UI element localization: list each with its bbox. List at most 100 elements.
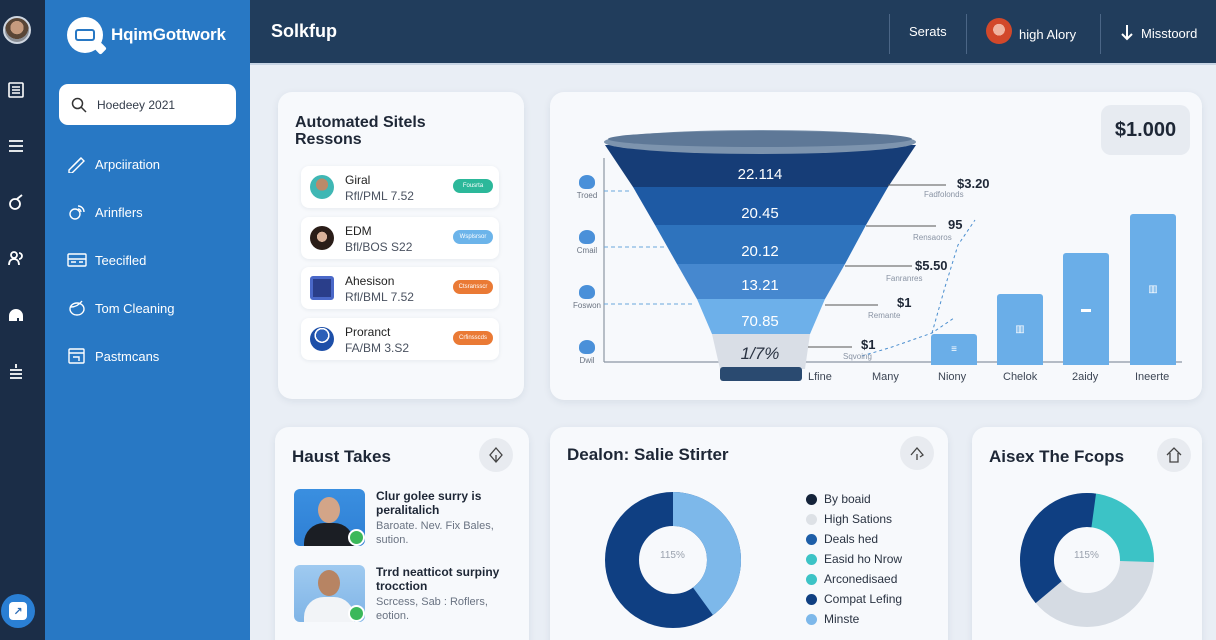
bar-niony[interactable]: ≡ (931, 334, 977, 365)
share-button[interactable] (479, 438, 513, 472)
sidebar-item-arinflers[interactable]: Arinflers (67, 188, 237, 236)
list-item[interactable]: Giral Rfl/PML 7.52 Fousrta (301, 166, 499, 208)
download-icon (1121, 25, 1133, 41)
bar-chelok[interactable]: ▥ (997, 294, 1043, 365)
chart-app-icon: ↗ (9, 602, 27, 620)
card-title: Automated Sitels (295, 114, 426, 131)
home-button[interactable] (1157, 438, 1191, 472)
page-title: Solkfup (271, 21, 337, 41)
row-name: Giral (345, 173, 371, 187)
legend-item[interactable]: Easid ho Nrow (806, 549, 902, 569)
list-item[interactable]: Ahesison Rfl/BML 7.52 Ctsransscr (301, 267, 499, 309)
card-icon (67, 253, 87, 267)
header-user-menu[interactable]: high Alory (986, 18, 1077, 44)
list-icon[interactable] (6, 80, 26, 100)
side-label: Cmail (576, 246, 598, 255)
chart-app-button[interactable]: ↗ (1, 594, 35, 628)
avatar (310, 175, 334, 199)
row-name: Proranct (345, 325, 391, 339)
top-header: Solkfup Serats high Alory Misstoord (250, 0, 1216, 65)
avatar (310, 226, 334, 250)
funnel-card: 22.114 20.45 20.12 13.21 70.85 1/7% Troe… (550, 92, 1202, 400)
user-avatar (986, 18, 1012, 44)
apple-icon[interactable] (6, 192, 26, 212)
sidebar-item-pastmcans[interactable]: Pastmcans (67, 332, 237, 380)
header-seats-link[interactable]: Serats (909, 24, 947, 39)
stack-icon[interactable] (6, 361, 26, 381)
helmet-icon[interactable] (6, 305, 26, 325)
side-label: Troed (576, 191, 598, 200)
donut-chart[interactable] (1019, 492, 1155, 628)
contacts-icon (69, 205, 85, 220)
bar-ineerte[interactable]: ▥ (1130, 214, 1176, 365)
header-item-label: Misstoord (1141, 25, 1198, 41)
sidebar-item-teecifled[interactable]: Teecifled (67, 236, 237, 284)
take-title: Clur golee surry is peralitalich (376, 489, 482, 517)
donut-chart[interactable] (604, 491, 742, 629)
sidebar-item-label: Tom Cleaning (95, 300, 175, 316)
calendar-icon (68, 348, 85, 364)
brand[interactable]: HqimGottwork (67, 17, 226, 53)
header-download-button[interactable]: Misstoord (1120, 24, 1197, 42)
sidebar-item-tom-cleaning[interactable]: Tom Cleaning (67, 284, 237, 332)
hot-takes-card: Haust Takes Clur golee surry is peralita… (275, 427, 529, 640)
take-item[interactable]: Clur golee surry is peralitalich Baroate… (294, 489, 524, 549)
x-axis-label: Many (872, 371, 899, 383)
funnel-stage-value: 1/7% (740, 344, 780, 363)
annotation-label: Remante (868, 311, 901, 320)
card-title-line2: Ressons (295, 131, 362, 148)
list-item[interactable]: EDM Bfl/BOS S22 Wsplsrsor (301, 217, 499, 259)
annotation-label: Fadfolonds (924, 190, 964, 199)
funnel-stage-value: 13.21 (741, 277, 779, 294)
share-icon (489, 447, 503, 463)
list-item[interactable]: Proranct FA/BM 3.S2 Crfinsscds (301, 318, 499, 360)
home-icon (1166, 447, 1182, 463)
legend-item[interactable]: Deals hed (806, 529, 902, 549)
total-value: $1.000 (1101, 105, 1190, 155)
status-badge: Fousrta (453, 179, 493, 193)
legend-label: Easid ho Nrow (824, 552, 903, 566)
side-label: Dwil (579, 356, 595, 365)
x-axis-label: Niony (938, 371, 967, 383)
team-icon (310, 327, 334, 351)
row-detail: Rfl/BML 7.52 (345, 290, 414, 304)
sidebar-item-label: Arinflers (95, 204, 143, 220)
search-box[interactable] (59, 84, 236, 125)
funnel-stage-value: 20.45 (741, 205, 779, 222)
logo-icon (67, 17, 103, 53)
topics-card: Aisex The Fcops 115% (972, 427, 1202, 640)
sidebar-nav: Arpciiration Arinflers Teecifled Tom Cle… (67, 140, 237, 380)
sidebar-item-label: Teecifled (95, 252, 147, 268)
x-axis-label: Chelok (1003, 371, 1038, 383)
legend-item[interactable]: Compat Lefing (806, 589, 902, 609)
row-name: Ahesison (345, 274, 395, 288)
legend-item[interactable]: Minste (806, 609, 902, 629)
card-title: Haust Takes (292, 447, 391, 466)
legend-item[interactable]: Arconedisaed (806, 569, 902, 589)
sidebar-item-label: Pastmcans (95, 348, 160, 364)
annotation-value: $5.50 (915, 258, 948, 273)
people-icon[interactable] (6, 248, 26, 268)
user-avatar[interactable] (3, 16, 31, 44)
divider (1100, 14, 1101, 54)
bar-2aidy[interactable]: ▬ (1063, 253, 1109, 365)
take-title: Trrd neatticot surpiny trocction (376, 565, 500, 593)
deal-stage-card: Dealon: Salie Stirter 115% By boaid High… (550, 427, 948, 640)
sidebar-item-arpciiration[interactable]: Arpciiration (67, 140, 237, 188)
legend-item[interactable]: By boaid (806, 489, 902, 509)
search-input[interactable] (97, 97, 217, 112)
header-item-label: high Alory (1019, 26, 1077, 42)
funnel-stage-value: 22.114 (737, 166, 783, 183)
menu-icon[interactable] (6, 136, 26, 156)
leaf-icon (69, 300, 85, 316)
take-item[interactable]: Trrd neatticot surpiny trocction Scrcess… (294, 565, 524, 625)
x-axis-label: Ineerte (1135, 371, 1170, 383)
share-icon (910, 447, 924, 460)
legend-item[interactable]: High Sations (806, 509, 902, 529)
x-axis-label: 2aidy (1072, 371, 1099, 383)
annotation-value: 95 (948, 217, 963, 232)
legend-label: By boaid (824, 492, 871, 506)
share-button[interactable] (900, 436, 934, 470)
wifi-icon: Troed (572, 175, 602, 200)
status-badge: Ctsransscr (453, 280, 493, 294)
